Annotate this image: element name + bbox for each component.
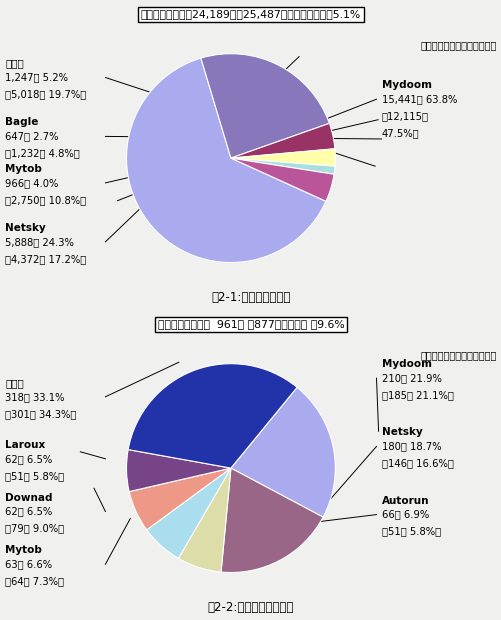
Text: Mydoom: Mydoom — [381, 80, 431, 91]
Text: 210件 21.9%: 210件 21.9% — [381, 373, 440, 383]
Text: その他: その他 — [5, 378, 24, 388]
Text: 63件 6.6%: 63件 6.6% — [5, 559, 52, 569]
Text: Netsky: Netsky — [5, 223, 46, 233]
Wedge shape — [128, 364, 297, 468]
Text: 図2-2:ウイルス届出件数: 図2-2:ウイルス届出件数 — [207, 601, 294, 614]
Text: Downad: Downad — [5, 492, 53, 503]
Text: 図2-1:ウイルス検出数: 図2-1:ウイルス検出数 — [211, 291, 290, 304]
Wedge shape — [200, 54, 329, 158]
Text: （1,232個 4.8%）: （1,232個 4.8%） — [5, 148, 80, 159]
Wedge shape — [230, 123, 334, 158]
Wedge shape — [126, 58, 325, 262]
Text: （185件 21.1%）: （185件 21.1%） — [381, 390, 452, 401]
Text: 1,247個 5.2%: 1,247個 5.2% — [5, 73, 68, 82]
Text: Mytob: Mytob — [5, 545, 42, 556]
Text: 5,888個 24.3%: 5,888個 24.3% — [5, 237, 74, 247]
Text: 180件 18.7%: 180件 18.7% — [381, 441, 440, 451]
Text: （79件 9.0%）: （79件 9.0%） — [5, 523, 64, 534]
Text: 47.5%）: 47.5%） — [381, 128, 418, 138]
Text: （2,750個 10.8%）: （2,750個 10.8%） — [5, 195, 86, 205]
Wedge shape — [146, 468, 230, 559]
Text: （51件 5.8%）: （51件 5.8%） — [5, 471, 64, 481]
Wedge shape — [230, 158, 334, 174]
Text: 62件 6.5%: 62件 6.5% — [5, 507, 52, 516]
Text: 〈注：括弧内は前月の数値〉: 〈注：括弧内は前月の数値〉 — [420, 350, 496, 360]
Text: （12,115個: （12,115個 — [381, 111, 428, 122]
Text: 966個 4.0%: 966個 4.0% — [5, 178, 58, 188]
Text: Autorun: Autorun — [381, 495, 428, 506]
Text: 318件 33.1%: 318件 33.1% — [5, 392, 65, 402]
Text: 〈注：括弧内は前月の数値〉: 〈注：括弧内は前月の数値〉 — [420, 40, 496, 50]
Text: Netsky: Netsky — [381, 427, 421, 438]
Text: Mydoom: Mydoom — [381, 359, 431, 370]
Wedge shape — [178, 468, 230, 572]
Wedge shape — [220, 468, 323, 572]
Text: 15,441個 63.8%: 15,441個 63.8% — [381, 94, 456, 104]
Text: （4,372個 17.2%）: （4,372個 17.2%） — [5, 254, 86, 264]
Text: Mytob: Mytob — [5, 164, 42, 174]
Text: 62件 6.5%: 62件 6.5% — [5, 454, 52, 464]
Text: （301件 34.3%）: （301件 34.3%） — [5, 409, 76, 419]
Text: ウイルス届出件数  961件 （877件）前月比 ＋9.6%: ウイルス届出件数 961件 （877件）前月比 ＋9.6% — [157, 319, 344, 329]
Wedge shape — [126, 450, 230, 492]
Wedge shape — [129, 468, 230, 530]
Text: （51件 5.8%）: （51件 5.8%） — [381, 526, 440, 537]
Text: Laroux: Laroux — [5, 440, 45, 450]
Text: 66件 6.9%: 66件 6.9% — [381, 510, 428, 520]
Wedge shape — [230, 149, 335, 166]
Wedge shape — [230, 388, 335, 517]
Text: （5,018個 19.7%）: （5,018個 19.7%） — [5, 89, 86, 100]
Text: Bagle: Bagle — [5, 117, 38, 128]
Wedge shape — [230, 158, 333, 202]
Text: ウイルス検出数　24,189個（25,487個）　前月比　－5.1%: ウイルス検出数 24,189個（25,487個） 前月比 －5.1% — [141, 9, 360, 19]
Text: （64件 7.3%）: （64件 7.3%） — [5, 576, 64, 587]
Text: その他: その他 — [5, 58, 24, 69]
Text: （146件 16.6%）: （146件 16.6%） — [381, 458, 452, 469]
Text: 647個 2.7%: 647個 2.7% — [5, 131, 59, 141]
